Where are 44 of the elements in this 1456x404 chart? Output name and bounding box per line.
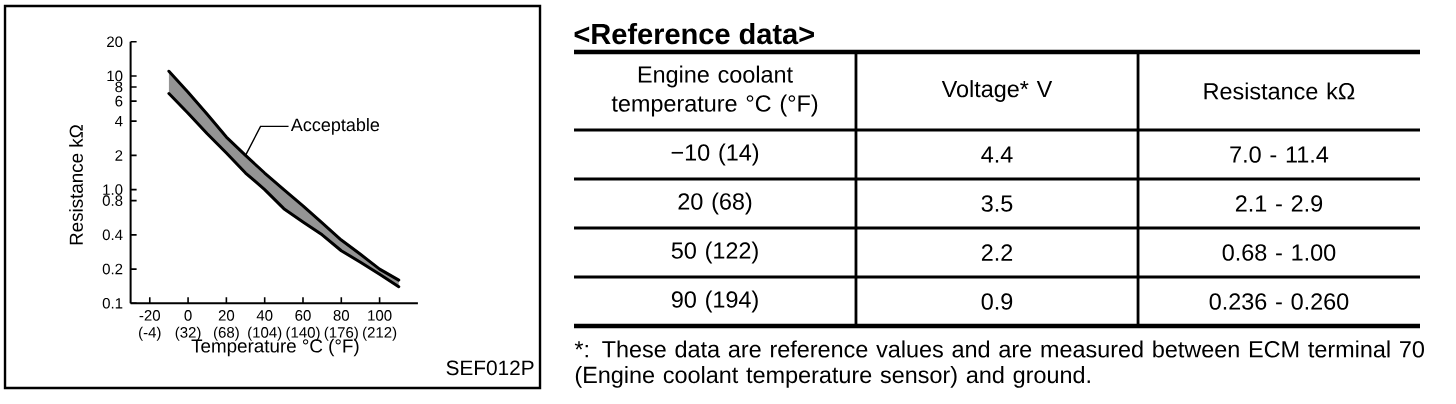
text: SEF012P	[446, 360, 534, 376]
y-tick-label: 2	[115, 150, 123, 161]
y-tick-label: 8	[115, 81, 123, 93]
x2-tick-label: (32)	[175, 326, 201, 341]
text: 0.68 - 1.00	[1222, 244, 1336, 261]
x2-tick-label: (-4)	[139, 326, 161, 341]
text: Voltage* V	[941, 80, 1053, 102]
x2-tick-label: (140)	[286, 326, 320, 341]
x-tick-label: 40	[256, 310, 273, 321]
text: 4.4	[981, 146, 1013, 163]
x2-tick-label: (212)	[363, 326, 397, 341]
annotation: Acceptable	[290, 118, 380, 135]
x-tick-label: -20	[139, 310, 161, 321]
y-tick-label: 10	[107, 70, 123, 82]
x-tick-label: 80	[333, 310, 350, 321]
y-tick-label: 0.4	[102, 229, 123, 241]
text: 90 (194)	[671, 290, 758, 313]
y-tick-label: 6	[115, 95, 123, 107]
y-tick-label: 20	[107, 36, 123, 48]
text: 0.9	[981, 293, 1013, 310]
x2-tick-label: (68)	[213, 326, 239, 341]
text: *: These data are reference values and are measured between ECM terminal 70 (Engine coolant temperature sensor) and ground.	[574, 340, 1424, 388]
y-tick-label: 4	[115, 116, 123, 127]
y-tick-label: 0.1	[102, 297, 123, 309]
text: 50 (122)	[671, 241, 758, 264]
text: 3.5	[981, 195, 1013, 212]
x-tick-label: 100	[368, 310, 392, 321]
y-axis-title: Resistance kΩ	[69, 125, 83, 245]
text: Engine coolant temperature °C (°F)	[611, 65, 818, 117]
text: 20 (68)	[678, 192, 752, 215]
x-tick-label: 20	[218, 310, 235, 321]
text: <Reference data>	[574, 22, 814, 45]
y-tick-label: 1.0	[103, 184, 123, 195]
y-tick-label: 0.8	[102, 195, 123, 206]
text: 2.2	[981, 244, 1013, 261]
text: 2.1 - 2.9	[1235, 195, 1323, 212]
y-tick-label: 0.2	[102, 263, 123, 275]
x2-tick-label: (104)	[248, 326, 282, 341]
x-tick-label: 0	[184, 310, 192, 321]
text: Resistance kΩ	[1204, 82, 1355, 100]
x-tick-label: 60	[295, 310, 311, 321]
text: 7.0 - 11.4	[1230, 146, 1329, 163]
text: 0.236 - 0.260	[1209, 293, 1349, 310]
text: −10 (14)	[671, 143, 759, 166]
